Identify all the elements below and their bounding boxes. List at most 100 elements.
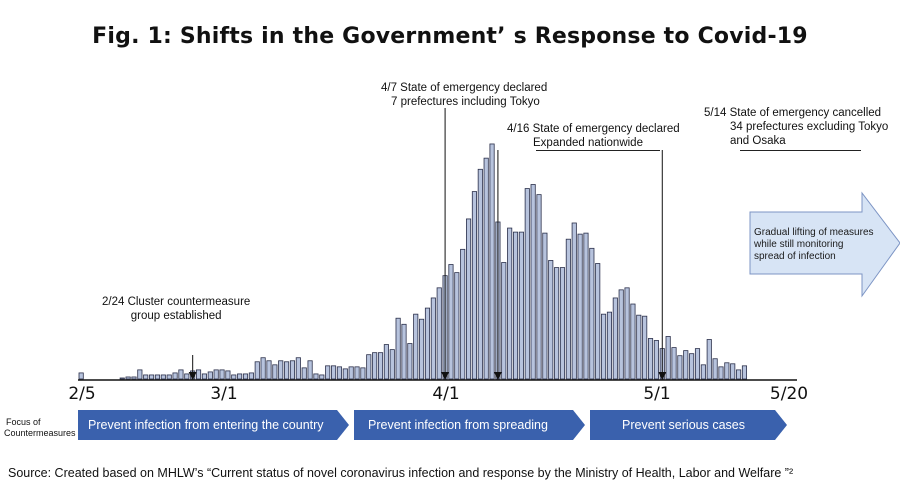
- bar: [219, 369, 225, 380]
- phase-serious-cases-label: Prevent serious cases: [622, 418, 745, 432]
- bar: [554, 267, 560, 380]
- bar: [624, 287, 630, 380]
- annotation-may14-line3: and Osaka: [730, 135, 786, 147]
- bar: [389, 349, 395, 380]
- bar: [683, 350, 689, 380]
- annotation-may14-underline: [740, 150, 861, 151]
- x-tick-label: 5/1: [643, 384, 671, 404]
- bar: [149, 374, 155, 380]
- bar: [741, 365, 748, 380]
- bar: [401, 323, 407, 380]
- annotation-apr16-line2: Expanded nationwide: [533, 137, 643, 149]
- bar: [413, 313, 419, 380]
- bar: [577, 233, 583, 380]
- bars-group: [78, 143, 748, 380]
- bar: [653, 340, 659, 380]
- bar: [466, 218, 472, 380]
- bar: [377, 352, 384, 380]
- gradual-line1: Gradual lifting of measures: [754, 227, 874, 238]
- bar: [489, 143, 495, 380]
- bar: [483, 157, 489, 380]
- bar: [289, 360, 296, 380]
- annotation-apr16-underline: [536, 150, 660, 151]
- bar: [530, 184, 536, 380]
- bar: [536, 194, 542, 380]
- bar: [225, 370, 231, 380]
- bar: [512, 231, 519, 380]
- bar: [430, 297, 436, 380]
- bar: [542, 232, 548, 380]
- bar: [501, 262, 507, 380]
- bar: [583, 232, 589, 380]
- bar: [736, 369, 742, 380]
- bar: [242, 373, 249, 380]
- phase-entering-country: Prevent infection from entering the coun…: [78, 410, 349, 440]
- bar: [184, 373, 190, 380]
- bar: [143, 374, 149, 380]
- annotation-lines: [188, 108, 667, 380]
- bar: [325, 365, 331, 380]
- bar: [295, 357, 301, 380]
- bar: [630, 303, 636, 380]
- annotation-cluster-line1: 2/24 Cluster countermeasure: [102, 296, 251, 308]
- bar: [559, 267, 566, 380]
- source-note: Source: Created based on MHLW’s “Current…: [8, 466, 794, 480]
- annotation-apr7-line2: 7 prefectures including Tokyo: [391, 96, 540, 108]
- bar: [612, 297, 618, 380]
- bar: [383, 344, 389, 380]
- bar: [407, 343, 413, 380]
- bar: [718, 366, 724, 380]
- bar: [178, 369, 184, 380]
- chart-title: Fig. 1: Shifts in the Government’ s Resp…: [92, 24, 808, 49]
- bar: [460, 248, 466, 380]
- bar: [201, 373, 207, 380]
- bar: [125, 376, 131, 380]
- bar: [172, 372, 178, 380]
- bar: [207, 371, 213, 380]
- gradual-line2: while still monitoring: [754, 239, 844, 250]
- bar: [642, 315, 648, 380]
- annotation-may14-line2: 34 prefectures excluding Tokyo: [730, 121, 889, 133]
- phase-entering-country-label: Prevent infection from entering the coun…: [88, 418, 324, 432]
- bar: [601, 313, 607, 380]
- bar: [284, 361, 290, 380]
- bar: [301, 367, 307, 380]
- phase-spreading-label: Prevent infection from spreading: [368, 418, 548, 432]
- bar: [724, 362, 730, 380]
- bar: [424, 307, 431, 380]
- bar: [348, 366, 354, 380]
- bar: [231, 374, 237, 380]
- x-tick-label: 5/20: [769, 384, 809, 404]
- bar: [342, 368, 348, 380]
- bar: [665, 336, 671, 380]
- bar: [712, 358, 718, 380]
- bar: [360, 367, 366, 380]
- bar: [131, 376, 137, 380]
- annotation-cluster-line2: group established: [130, 310, 222, 322]
- bar: [571, 222, 577, 380]
- x-tick-label: 2/5: [68, 384, 96, 404]
- bar: [518, 231, 524, 380]
- bar: [260, 357, 266, 380]
- bar: [471, 191, 477, 380]
- bar: [677, 355, 683, 380]
- bar: [354, 366, 360, 380]
- bar: [119, 377, 125, 380]
- bar: [548, 260, 554, 380]
- bar: [166, 374, 172, 380]
- annotation-may14: 5/14 State of emergency cancelled 34 pre…: [704, 106, 888, 148]
- bar: [331, 365, 337, 380]
- bar: [278, 360, 284, 380]
- bar: [319, 374, 325, 380]
- bar: [272, 364, 278, 380]
- phase-spreading: Prevent infection from spreading: [354, 410, 585, 440]
- bar: [266, 360, 272, 380]
- bar: [195, 369, 202, 380]
- bar: [454, 272, 460, 380]
- gradual-line3: spread of infection: [754, 251, 836, 262]
- annotation-apr16-line1: 4/16 State of emergency declared: [507, 123, 680, 135]
- bar: [154, 374, 161, 380]
- bar: [647, 338, 654, 380]
- bar: [248, 372, 254, 380]
- bar: [618, 289, 624, 380]
